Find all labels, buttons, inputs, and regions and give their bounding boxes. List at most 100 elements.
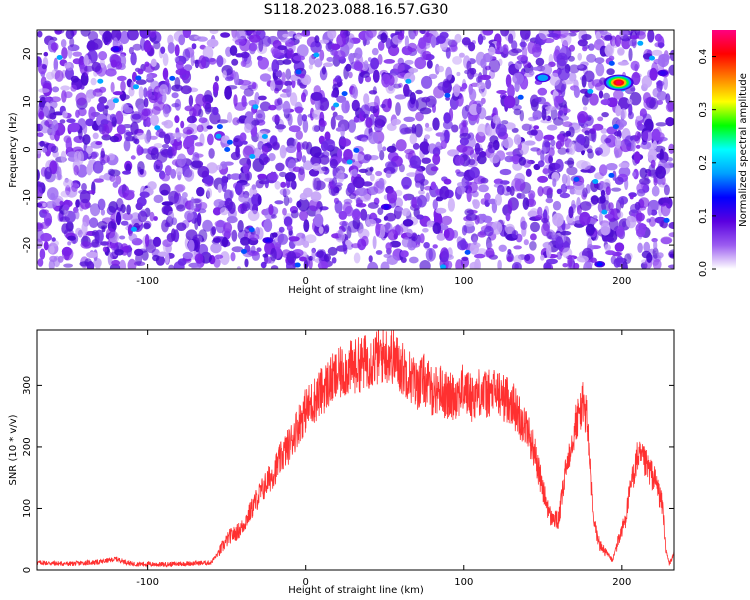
heatmap-cell [377,41,385,51]
y-tick-label: -10 [22,189,33,205]
heatmap-cell [377,54,383,65]
x-tick-label: -100 [136,577,159,588]
heatmap-cell [646,252,653,263]
heatmap-cell [395,102,401,116]
heatmap-cell [105,68,117,77]
heatmap-cell [79,261,90,267]
heatmap-cell [252,189,258,195]
heatmap-cell [37,132,44,138]
heatmap-hotspot-core [615,80,622,85]
heatmap-cell [668,249,674,260]
heatmap-cell [133,84,139,90]
x-tick-label: 0 [303,276,309,287]
heatmap-cell [359,71,370,78]
heatmap-cell [160,174,171,182]
heatmap-cell [79,190,91,204]
heatmap-cell [263,156,270,163]
heatmap-cell [175,68,188,76]
heatmap-cell [426,59,433,69]
heatmap-cell [232,117,240,126]
heatmap-cell [257,57,269,70]
heatmap-cell [150,147,159,160]
heatmap-cell [274,180,281,190]
heatmap-cell [583,70,595,83]
heatmap-cell [404,35,409,49]
heatmap-cell [649,55,655,61]
heatmap-cell [274,242,281,250]
heatmap-cell [412,142,420,150]
heatmap-cell [51,86,60,93]
heatmap-cell [468,181,478,194]
heatmap-cell [655,122,667,127]
heatmap-cell [219,251,230,266]
x-tick-label: 200 [612,577,631,588]
heatmap-cell [421,75,433,89]
heatmap-cell [345,239,352,246]
heatmap-cell [416,194,427,208]
heatmap-cell [627,111,634,120]
heatmap-cell [526,130,536,136]
heatmap-cell [462,120,467,128]
heatmap-cell [525,168,532,177]
heatmap-cell [361,137,368,143]
heatmap-cell [136,144,142,156]
heatmap-cell [450,40,458,52]
heatmap-cell [219,207,229,216]
heatmap-cell [601,209,608,215]
heatmap-cell [422,228,429,233]
heatmap-cell [415,89,423,95]
heatmap-cell [99,58,106,68]
heatmap-cell [141,108,149,122]
heatmap-cell [299,256,307,262]
heatmap-cell [264,179,269,189]
heatmap-cell [149,30,157,38]
heatmap-cell [191,43,197,50]
heatmap-cell [389,240,401,248]
heatmap-cell [465,220,475,227]
heatmap-cell [481,35,486,41]
heatmap-cell [317,261,329,269]
heatmap-cell [579,138,585,146]
heatmap-cell [614,149,619,159]
heatmap-cell [505,212,511,222]
heatmap-cell [268,153,276,162]
heatmap-cell [278,226,285,233]
heatmap-cell [288,125,301,133]
heatmap-cell [445,47,451,59]
heatmap-cell [506,256,513,262]
heatmap-cell [161,201,174,206]
heatmap-cell [511,40,518,51]
heatmap-cell [310,191,322,202]
heatmap-cell [239,182,250,187]
heatmap-cell [152,254,160,262]
heatmap-cell [95,260,101,269]
heatmap-cell [614,136,622,149]
heatmap-cell [440,264,447,269]
heatmap-cell [425,122,430,128]
heatmap-cell [112,181,119,188]
heatmap-cell [492,114,501,124]
heatmap-cell [394,94,407,100]
heatmap-cell [542,168,549,175]
heatmap-cell [604,34,613,41]
heatmap-cell [430,166,439,172]
heatmap-cell [531,43,542,58]
y-tick-label: 300 [22,376,33,395]
heatmap-cell [89,217,99,228]
heatmap-cell [447,149,460,157]
heatmap-cell [505,151,518,156]
heatmap-cell [40,232,52,242]
heatmap-cell [633,151,641,165]
heatmap-cell [308,199,320,212]
heatmap-cell [197,166,210,178]
heatmap-cell [174,44,180,57]
heatmap-cell [100,159,106,166]
heatmap-cell [393,83,402,89]
heatmap-cell [53,57,59,72]
heatmap-cell [628,48,633,62]
heatmap-cell [573,86,581,98]
heatmap-cell [652,258,662,269]
heatmap-cell [214,220,227,228]
